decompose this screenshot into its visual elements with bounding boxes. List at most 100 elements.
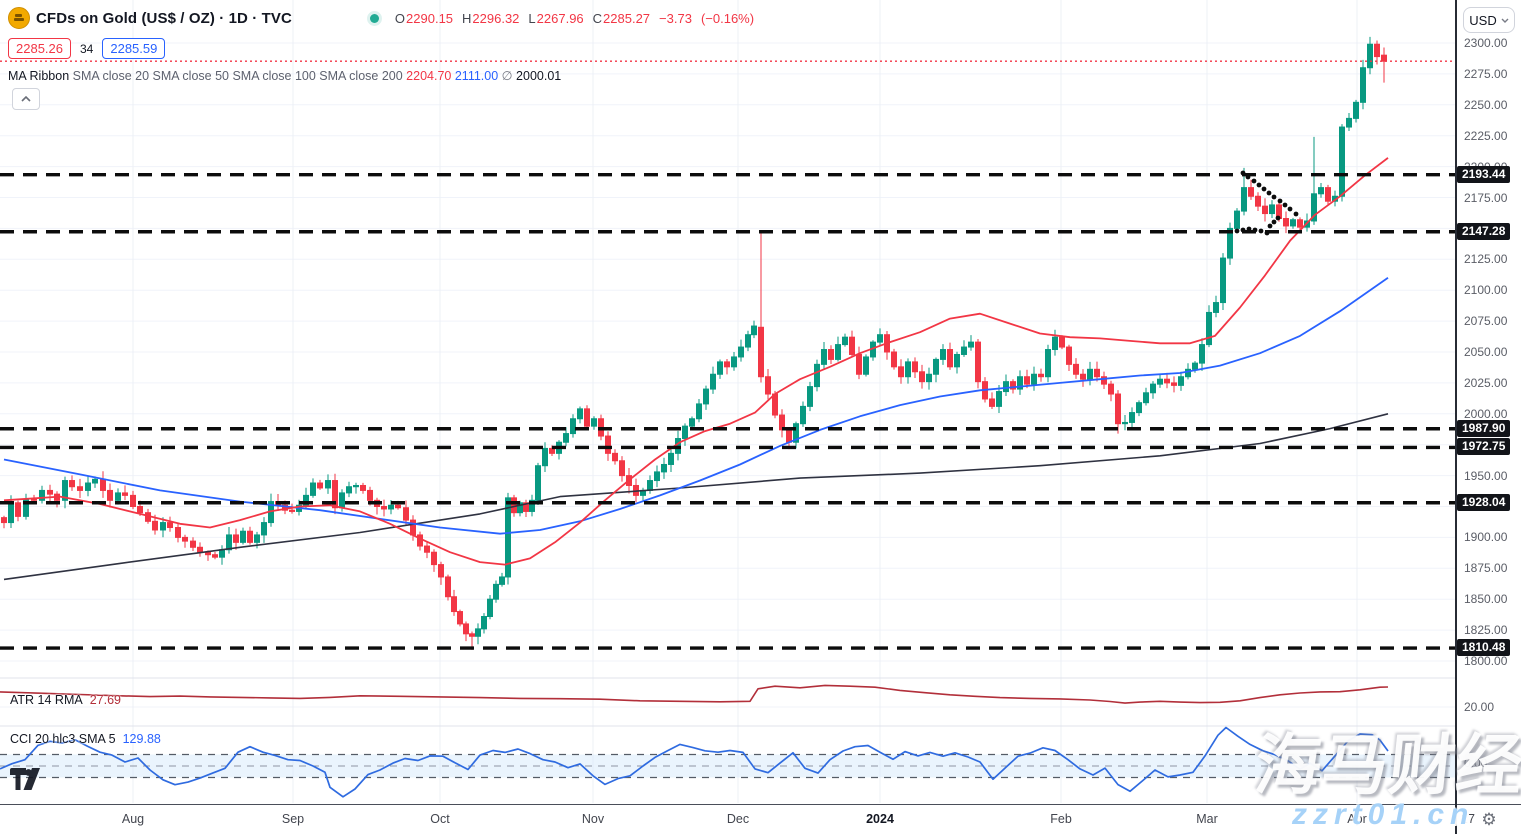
- candle: [1353, 101, 1359, 119]
- atr-value: 27.69: [89, 693, 121, 707]
- candle: [563, 433, 569, 443]
- candle: [905, 361, 911, 378]
- candle: [499, 576, 505, 585]
- atr-line: [0, 684, 1389, 704]
- candle: [954, 353, 960, 368]
- candle: [233, 534, 239, 543]
- collapse-legend-button[interactable]: [12, 88, 40, 110]
- atr-legend[interactable]: ATR 14 RMA 27.69: [10, 693, 121, 707]
- time-tick-label: Dec: [726, 812, 750, 826]
- time-tick-label: Sep: [281, 812, 305, 826]
- candle: [842, 336, 848, 346]
- time-tick-label: 2024: [866, 812, 894, 826]
- candle: [668, 452, 674, 465]
- candle: [996, 391, 1002, 407]
- annotation-dot: [1264, 230, 1270, 236]
- candle: [1045, 349, 1051, 378]
- annotation-dot: [1293, 211, 1299, 217]
- candle: [577, 408, 583, 420]
- candle: [1, 517, 7, 524]
- candle: [1234, 210, 1240, 229]
- candle: [619, 460, 625, 477]
- price-tick-label: 2000.00: [1464, 406, 1508, 421]
- annotation-dot: [1271, 194, 1277, 200]
- candle: [360, 484, 366, 491]
- time-tick-label: 17: [1461, 812, 1475, 826]
- candle: [1346, 117, 1352, 128]
- candle: [1325, 187, 1331, 202]
- price-tick-label: 1950.00: [1464, 468, 1508, 483]
- candle: [431, 551, 437, 566]
- candle: [107, 489, 113, 501]
- candle: [175, 527, 181, 538]
- annotation-dot: [1246, 226, 1252, 232]
- level-price-badge: 1810.48: [1457, 639, 1511, 657]
- candle: [654, 471, 660, 482]
- candle: [493, 583, 499, 600]
- gold-symbol-icon: [8, 7, 30, 29]
- currency-label: USD: [1469, 12, 1497, 28]
- level-price-badge: 2193.44: [1457, 165, 1511, 183]
- candle: [115, 492, 121, 501]
- candle: [1101, 376, 1107, 385]
- candle: [1178, 376, 1184, 386]
- price-tick-label: 2125.00: [1464, 252, 1508, 267]
- time-axis[interactable]: Aug Sep Oct Nov Dec 2024 Feb Mar Apr 17: [0, 804, 1521, 834]
- candle: [469, 633, 475, 637]
- time-tick-label: Apr: [1347, 812, 1367, 826]
- currency-dropdown[interactable]: USD: [1463, 7, 1515, 33]
- candle: [1171, 382, 1177, 386]
- sma20-line: [3, 157, 1389, 566]
- candle: [1339, 126, 1345, 197]
- cci-label: CCI 20 hlc3 SMA 5: [10, 732, 116, 746]
- price-tick-label: 1825.00: [1464, 623, 1508, 638]
- market-open-dot-icon: [369, 13, 379, 23]
- candle: [1059, 336, 1065, 348]
- indicator-tick-label: 0.00: [1464, 756, 1488, 770]
- candle: [332, 480, 338, 509]
- candle: [968, 341, 974, 348]
- ma-ribbon-legend[interactable]: MA Ribbon SMA close 20 SMA close 50 SMA …: [8, 68, 754, 83]
- candle: [39, 489, 45, 501]
- candle: [289, 509, 295, 512]
- ask-price-box[interactable]: 2285.59: [102, 38, 166, 59]
- bid-price-box[interactable]: 2285.26: [8, 38, 71, 59]
- candle: [1010, 381, 1016, 390]
- candle: [254, 534, 260, 543]
- candle: [751, 325, 757, 336]
- candle: [487, 598, 493, 618]
- candle: [15, 502, 21, 517]
- candle: [1381, 54, 1387, 62]
- annotation-dot: [1267, 223, 1273, 229]
- candle: [1255, 195, 1261, 207]
- candle: [682, 425, 688, 440]
- price-tick-label: 1850.00: [1464, 592, 1508, 607]
- indicator-tick-label: 20.00: [1464, 700, 1495, 714]
- sma100-disabled-icon: ∅: [501, 69, 513, 83]
- annotation-dot: [1240, 170, 1246, 176]
- candle: [535, 465, 541, 501]
- price-axis[interactable]: 2300.002275.002250.002225.002200.002175.…: [1457, 0, 1521, 804]
- candle: [542, 447, 548, 467]
- candle: [137, 506, 143, 514]
- cci-legend[interactable]: CCI 20 hlc3 SMA 5 129.88: [10, 732, 161, 746]
- candle: [926, 373, 932, 383]
- candle: [975, 341, 981, 383]
- timezone-settings-cell[interactable]: ⚙: [1457, 805, 1521, 834]
- price-tick-label: 2050.00: [1464, 345, 1508, 359]
- candle: [891, 351, 897, 368]
- candle: [584, 408, 590, 427]
- candle: [1262, 205, 1268, 215]
- price-tick-label: 2075.00: [1464, 314, 1508, 329]
- candle: [240, 530, 246, 543]
- candle: [1290, 219, 1296, 227]
- symbol-title[interactable]: CFDs on Gold (US$ / OZ) · 1D · TVC: [36, 9, 292, 27]
- candle: [647, 480, 653, 491]
- candle: [247, 530, 253, 543]
- candle: [1003, 381, 1009, 393]
- candle: [152, 520, 158, 531]
- sma50-value: 2111.00: [454, 69, 499, 83]
- candle: [1052, 336, 1058, 351]
- tradingview-logo-icon[interactable]: [10, 768, 46, 795]
